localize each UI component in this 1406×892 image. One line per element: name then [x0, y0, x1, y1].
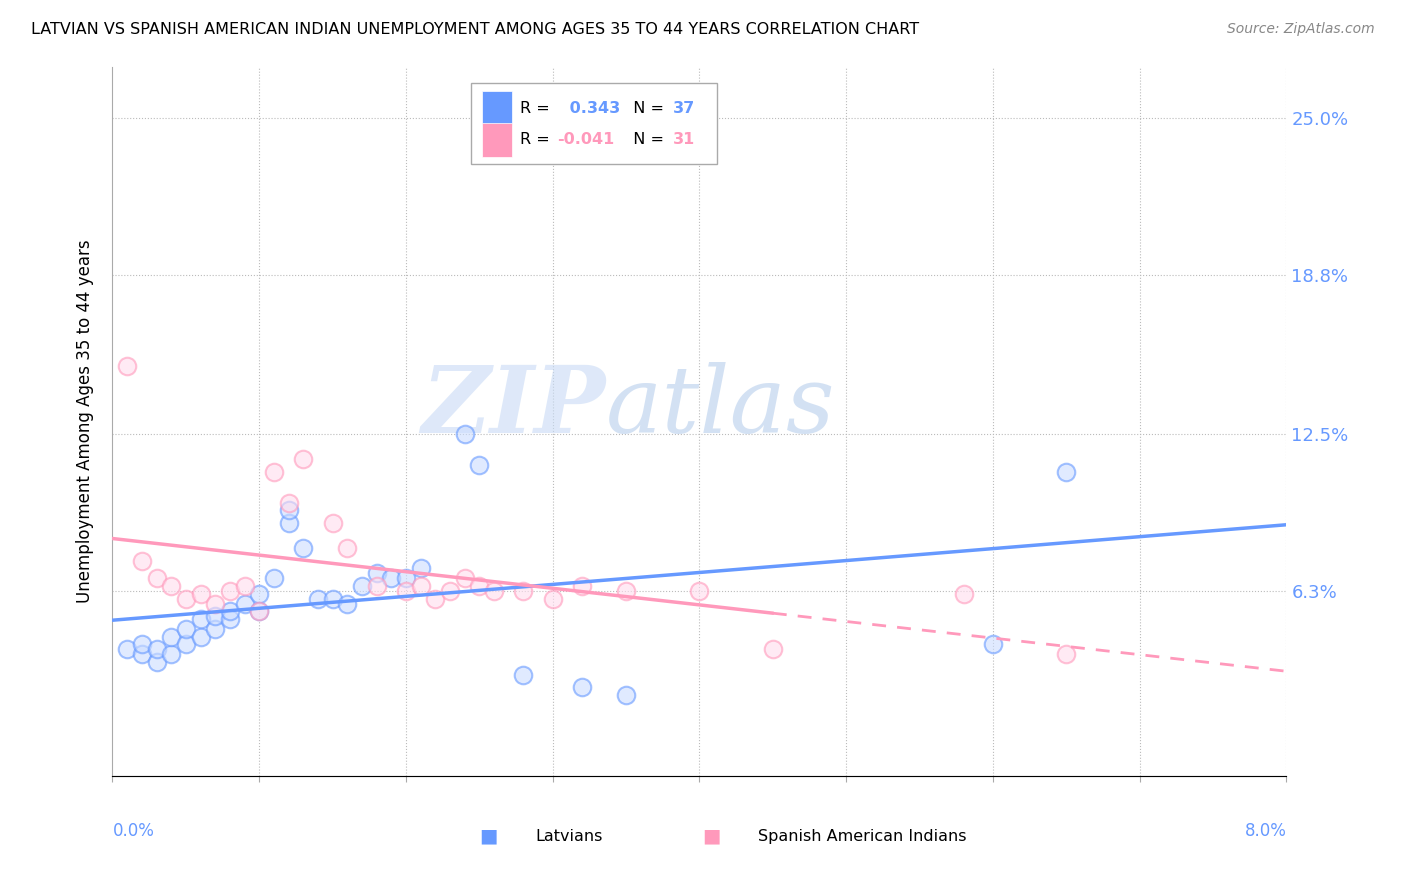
Point	[277, 495, 299, 509]
Point	[247, 604, 270, 618]
Point	[219, 612, 242, 626]
Point	[292, 452, 315, 467]
Text: N =: N =	[623, 132, 669, 147]
Point	[160, 648, 183, 662]
Text: R =: R =	[520, 101, 555, 116]
Point	[233, 579, 256, 593]
FancyBboxPatch shape	[471, 82, 717, 164]
Point	[454, 427, 477, 442]
Point	[204, 597, 226, 611]
Point	[160, 630, 183, 644]
Point	[160, 579, 183, 593]
Point	[174, 637, 197, 651]
Point	[762, 642, 785, 657]
Text: -0.041: -0.041	[557, 132, 614, 147]
Bar	[482, 123, 512, 157]
Point	[512, 667, 534, 681]
Point	[204, 622, 226, 636]
Point	[247, 604, 270, 618]
Point	[571, 579, 593, 593]
Point	[336, 541, 359, 555]
Point	[439, 584, 461, 599]
Point	[277, 503, 299, 517]
Point	[145, 572, 167, 586]
Text: 8.0%: 8.0%	[1244, 822, 1286, 840]
Point	[512, 584, 534, 599]
Point	[131, 637, 153, 651]
Point	[350, 579, 373, 593]
Point	[322, 591, 344, 606]
Point	[541, 591, 564, 606]
Point	[425, 591, 447, 606]
Point	[395, 572, 418, 586]
Point	[190, 612, 212, 626]
Point	[409, 561, 432, 575]
Point	[366, 579, 388, 593]
Point	[482, 584, 505, 599]
Text: 37: 37	[672, 101, 695, 116]
Text: N =: N =	[623, 101, 669, 116]
Point	[145, 655, 167, 669]
Text: LATVIAN VS SPANISH AMERICAN INDIAN UNEMPLOYMENT AMONG AGES 35 TO 44 YEARS CORREL: LATVIAN VS SPANISH AMERICAN INDIAN UNEMP…	[31, 22, 920, 37]
Text: atlas: atlas	[606, 362, 835, 452]
Text: ■: ■	[479, 827, 498, 846]
Point	[247, 587, 270, 601]
Point	[263, 572, 285, 586]
Point	[454, 572, 477, 586]
Point	[1054, 465, 1077, 479]
Point	[571, 681, 593, 695]
Text: ■: ■	[702, 827, 720, 846]
Text: 0.0%: 0.0%	[112, 822, 155, 840]
Point	[292, 541, 315, 555]
Point	[204, 609, 226, 624]
Text: 31: 31	[672, 132, 695, 147]
Text: 0.343: 0.343	[564, 101, 620, 116]
Point	[174, 622, 197, 636]
Text: Latvians: Latvians	[536, 829, 603, 844]
Text: Source: ZipAtlas.com: Source: ZipAtlas.com	[1227, 22, 1375, 37]
Point	[322, 516, 344, 530]
Point	[614, 688, 637, 702]
Y-axis label: Unemployment Among Ages 35 to 44 years: Unemployment Among Ages 35 to 44 years	[76, 240, 94, 603]
Point	[336, 597, 359, 611]
Point	[380, 572, 402, 586]
Text: Spanish American Indians: Spanish American Indians	[758, 829, 967, 844]
Point	[115, 642, 138, 657]
Point	[190, 630, 212, 644]
Point	[233, 597, 256, 611]
Point	[1054, 648, 1077, 662]
Text: ZIP: ZIP	[422, 362, 606, 452]
Bar	[482, 91, 512, 125]
Point	[263, 465, 285, 479]
Point	[981, 637, 1004, 651]
Point	[468, 579, 491, 593]
Point	[219, 584, 242, 599]
Point	[131, 648, 153, 662]
Text: R =: R =	[520, 132, 555, 147]
Point	[952, 587, 974, 601]
Point	[614, 584, 637, 599]
Point	[409, 579, 432, 593]
Point	[468, 458, 491, 472]
Point	[190, 587, 212, 601]
Point	[277, 516, 299, 530]
Point	[145, 642, 167, 657]
Point	[115, 359, 138, 373]
Point	[689, 584, 711, 599]
Point	[307, 591, 329, 606]
Point	[131, 554, 153, 568]
Point	[174, 591, 197, 606]
Point	[219, 604, 242, 618]
Point	[395, 584, 418, 599]
Point	[366, 566, 388, 581]
